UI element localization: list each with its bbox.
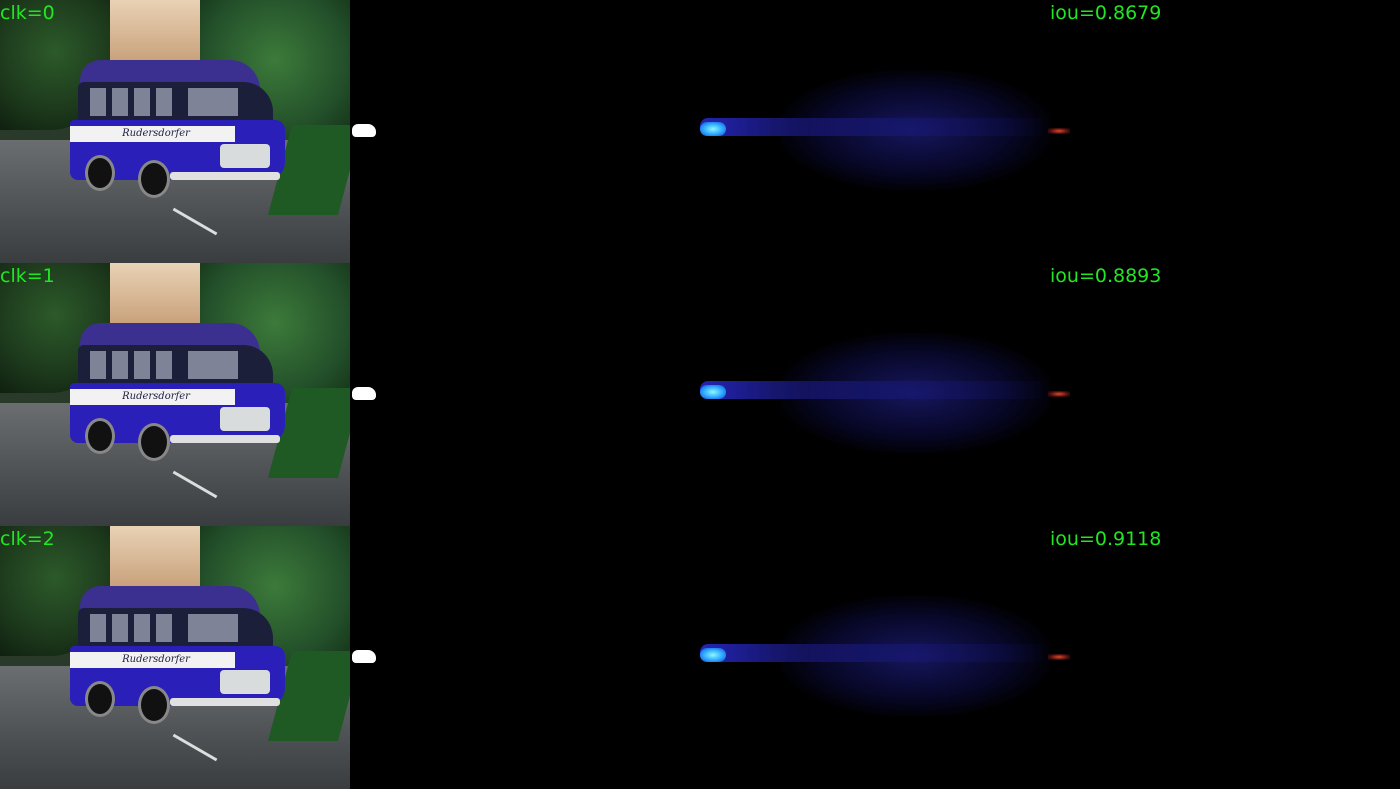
- mask-blob: [352, 124, 376, 137]
- input-photo: Rudersdorfer clk=2: [0, 526, 350, 789]
- bus-stripe: [70, 652, 235, 668]
- click-count-label: clk=1: [0, 265, 55, 287]
- bus-windows: [78, 82, 273, 122]
- input-photo: Rudersdorfer clk=1: [0, 263, 350, 526]
- bus-wheel: [138, 686, 170, 724]
- error-heatmap: [700, 333, 1080, 463]
- mask-blob: [352, 650, 376, 663]
- click-count-label: clk=0: [0, 2, 55, 24]
- bus-grille: [220, 144, 270, 168]
- heat-hotspot: [700, 122, 726, 136]
- bus: Rudersdorfer: [70, 323, 285, 461]
- heat-hotspot: [700, 648, 726, 662]
- bus: Rudersdorfer: [70, 60, 285, 198]
- heat-red-spot: [1048, 128, 1070, 134]
- bus-bumper: [170, 698, 280, 706]
- bus-wheel: [138, 160, 170, 198]
- bus-logo: Rudersdorfer: [122, 128, 190, 139]
- click-count-label: clk=2: [0, 528, 55, 550]
- heat-hotspot: [700, 385, 726, 399]
- bus-grille: [220, 407, 270, 431]
- heat-band: [700, 381, 1050, 399]
- road-marking: [172, 470, 218, 499]
- iou-label: iou=0.8893: [1050, 265, 1162, 287]
- input-photo: Rudersdorfer clk=0: [0, 0, 350, 263]
- road-marking: [172, 207, 218, 236]
- iou-label: iou=0.8679: [1050, 2, 1162, 24]
- panel-row: Rudersdorfer clk=0 iou=0.8679: [0, 0, 1400, 263]
- bus-stripe: [70, 389, 235, 405]
- bus-grille: [220, 670, 270, 694]
- bus-stripe: [70, 126, 235, 142]
- iou-label: iou=0.9118: [1050, 528, 1162, 550]
- road-marking: [172, 733, 218, 762]
- bus-logo: Rudersdorfer: [122, 391, 190, 402]
- bus-wheel: [85, 418, 115, 454]
- bus-bumper: [170, 435, 280, 443]
- panel-row: Rudersdorfer clk=1 iou=0.8893: [0, 263, 1400, 526]
- bus-bumper: [170, 172, 280, 180]
- bus-wheel: [85, 155, 115, 191]
- bus-wheel: [138, 423, 170, 461]
- heat-red-spot: [1048, 654, 1070, 660]
- bus: Rudersdorfer: [70, 586, 285, 724]
- panel-row: Rudersdorfer clk=2 iou=0.9118: [0, 526, 1400, 789]
- mask-blob: [352, 387, 376, 400]
- bus-windows: [78, 608, 273, 648]
- error-heatmap: [700, 70, 1080, 200]
- bus-logo: Rudersdorfer: [122, 654, 190, 665]
- heat-band: [700, 118, 1050, 136]
- bus-wheel: [85, 681, 115, 717]
- error-heatmap: [700, 596, 1080, 726]
- bus-windows: [78, 345, 273, 385]
- heat-band: [700, 644, 1050, 662]
- heat-red-spot: [1048, 391, 1070, 397]
